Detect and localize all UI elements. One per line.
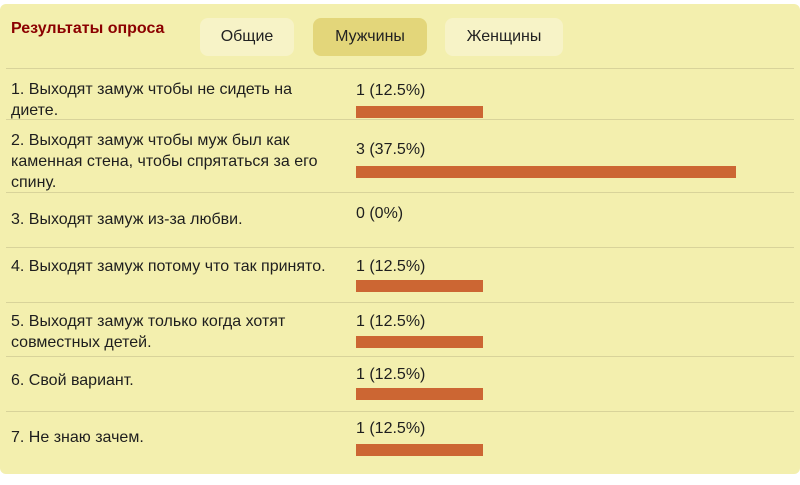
result-bar-track — [356, 444, 756, 456]
result-bar-track — [356, 336, 756, 348]
question-text: 5. Выходят замуж только когда хотят совм… — [11, 313, 286, 351]
result-count: 1 (12.5%) — [356, 366, 426, 383]
question-text: 2. Выходят замуж чтобы муж был как камен… — [11, 132, 318, 191]
result-bar — [356, 444, 483, 456]
poll-row: 4. Выходят замуж потому что так принято.… — [6, 247, 794, 302]
poll-results-panel: Результаты опроса Общие Мужчины Женщины … — [0, 4, 800, 474]
tab-women[interactable]: Женщины — [445, 18, 563, 56]
poll-row: 7. Не знаю зачем. 1 (12.5%) — [6, 411, 794, 466]
result-bar — [356, 336, 483, 348]
question-text: 4. Выходят замуж потому что так принято. — [11, 258, 326, 275]
result-count: 1 (12.5%) — [356, 420, 426, 437]
tab-all[interactable]: Общие — [200, 18, 294, 56]
question-text: 3. Выходят замуж из-за любви. — [11, 211, 243, 228]
result-bar-track — [356, 388, 756, 400]
result-count: 1 (12.5%) — [356, 258, 426, 275]
result-count: 1 (12.5%) — [356, 82, 426, 99]
result-count: 0 (0%) — [356, 205, 404, 222]
poll-row: 2. Выходят замуж чтобы муж был как камен… — [6, 119, 794, 192]
poll-row: 5. Выходят замуж только когда хотят совм… — [6, 302, 794, 356]
result-bar — [356, 166, 736, 178]
poll-title: Результаты опроса — [11, 20, 165, 37]
question-text: 7. Не знаю зачем. — [11, 429, 144, 446]
question-text: 1. Выходят замуж чтобы не сидеть на диет… — [11, 81, 292, 119]
poll-header: Результаты опроса Общие Мужчины Женщины — [0, 4, 800, 64]
poll-row: 6. Свой вариант. 1 (12.5%) — [6, 356, 794, 411]
poll-row: 3. Выходят замуж из-за любви. 0 (0%) — [6, 192, 794, 247]
result-bar-track — [356, 227, 756, 239]
result-bar-track — [356, 106, 756, 118]
tab-men[interactable]: Мужчины — [313, 18, 427, 56]
result-bar — [356, 280, 483, 292]
poll-row: 1. Выходят замуж чтобы не сидеть на диет… — [6, 68, 794, 119]
question-text: 6. Свой вариант. — [11, 372, 134, 389]
result-count: 3 (37.5%) — [356, 141, 426, 158]
result-count: 1 (12.5%) — [356, 313, 426, 330]
result-bar — [356, 106, 483, 118]
result-bar — [356, 388, 483, 400]
poll-results-list: 1. Выходят замуж чтобы не сидеть на диет… — [0, 68, 800, 466]
result-bar-track — [356, 166, 756, 178]
result-bar-track — [356, 280, 756, 292]
